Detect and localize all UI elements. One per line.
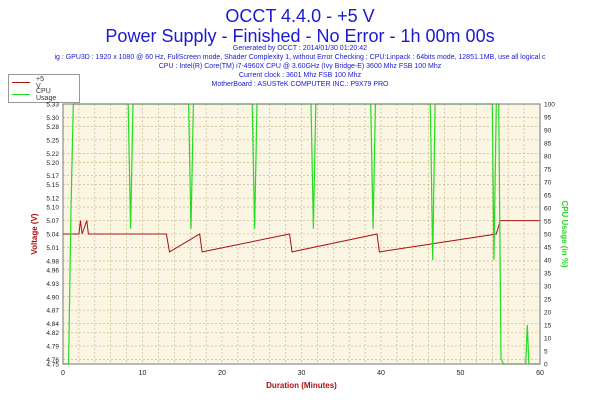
y-left-tick-label: 5.17: [46, 173, 59, 180]
x-tick-label: 20: [218, 370, 226, 377]
y-right-tick-label: 0: [544, 362, 548, 369]
info-motherboard: MotherBoard : ASUSTeK COMPUTER INC.: P9X…: [211, 81, 389, 88]
legend-label-cpu: CPU Usage: [36, 88, 57, 102]
y-right-tick-label: 65: [544, 193, 552, 200]
y-left-tick-label: 5.07: [46, 218, 59, 225]
legend-label-voltage: +5 V: [36, 76, 44, 90]
info-cpu: CPU : Intel(R) Core(TM) i7-4960X CPU @ 3…: [158, 63, 442, 70]
y-left-tick-label: 4.98: [46, 258, 59, 265]
y-right-tick-label: 100: [544, 102, 555, 109]
y-right-axis-label: CPU Usage (in %): [560, 200, 569, 267]
info-generated: Generated by OCCT : 2014/01/30 01:20:42: [232, 45, 368, 52]
y-left-tick-label: 4.76: [46, 357, 59, 364]
y-right-tick-label: 10: [544, 336, 552, 343]
y-left-tick-label: 4.75: [46, 362, 59, 369]
y-right-tick-label: 70: [544, 180, 552, 187]
chart-title: OCCT 4.4.0 - +5 V: [225, 6, 375, 26]
y-left-tick-label: 5.01: [46, 245, 59, 252]
y-left-tick-label: 5.20: [46, 160, 59, 167]
y-left-tick-label: 5.12: [46, 196, 59, 203]
x-tick-label: 30: [298, 370, 306, 377]
y-left-tick-label: 4.82: [46, 330, 59, 337]
chart-subtitle: Power Supply - Finished - No Error - 1h …: [105, 26, 495, 46]
x-tick-label: 50: [457, 370, 465, 377]
info-clock: Current clock : 3601 Mhz FSB 100 Mhz: [238, 72, 362, 79]
y-right-tick-label: 35: [544, 271, 552, 278]
y-right-tick-label: 85: [544, 141, 552, 148]
y-left-tick-label: 5.25: [46, 137, 59, 144]
y-right-tick-label: 25: [544, 297, 552, 304]
x-tick-label: 0: [61, 370, 65, 377]
info-config: ig : GPU3D : 1920 x 1080 @ 60 Hz, FullSc…: [54, 54, 546, 61]
x-tick-label: 60: [536, 370, 544, 377]
y-right-tick-label: 50: [544, 232, 552, 239]
y-right-tick-label: 55: [544, 219, 552, 226]
x-tick-label: 40: [377, 370, 385, 377]
y-left-tick-label: 5.10: [46, 205, 59, 212]
y-right-tick-label: 60: [544, 206, 552, 213]
y-right-tick-label: 30: [544, 284, 552, 291]
plot-border: [62, 103, 541, 365]
y-right-tick-label: 20: [544, 310, 552, 317]
y-left-tick-label: 5.33: [46, 102, 59, 109]
y-right-tick-label: 80: [544, 154, 552, 161]
y-right-tick-label: 5: [544, 349, 548, 356]
series-line-voltage: [63, 220, 540, 253]
x-tick-label: 10: [139, 370, 147, 377]
x-axis-label: Duration (Minutes): [266, 381, 337, 390]
y-left-tick-label: 5.22: [46, 151, 59, 158]
y-left-tick-label: 5.04: [46, 232, 59, 239]
y-left-tick-label: 4.87: [46, 308, 59, 315]
y-right-tick-label: 90: [544, 128, 552, 135]
y-left-tick-label: 4.84: [46, 321, 59, 328]
y-left-tick-label: 5.30: [46, 115, 59, 122]
y-left-tick-label: 4.93: [46, 281, 59, 288]
legend-swatch-cpu: [12, 94, 30, 95]
y-left-tick-label: 4.96: [46, 267, 59, 274]
y-right-tick-label: 40: [544, 258, 552, 265]
y-right-tick-label: 75: [544, 167, 552, 174]
y-right-tick-label: 15: [544, 323, 552, 330]
y-right-tick-label: 45: [544, 245, 552, 252]
y-left-tick-label: 5.15: [46, 182, 59, 189]
y-left-tick-label: 5.28: [46, 124, 59, 131]
y-left-tick-label: 4.90: [46, 294, 59, 301]
legend-swatch-voltage: [12, 82, 30, 83]
chart-legend: +5 V CPU Usage: [8, 74, 80, 103]
y-left-axis-label: Voltage (V): [30, 213, 39, 255]
y-left-tick-label: 4.79: [46, 344, 59, 351]
y-right-tick-label: 95: [544, 115, 552, 122]
